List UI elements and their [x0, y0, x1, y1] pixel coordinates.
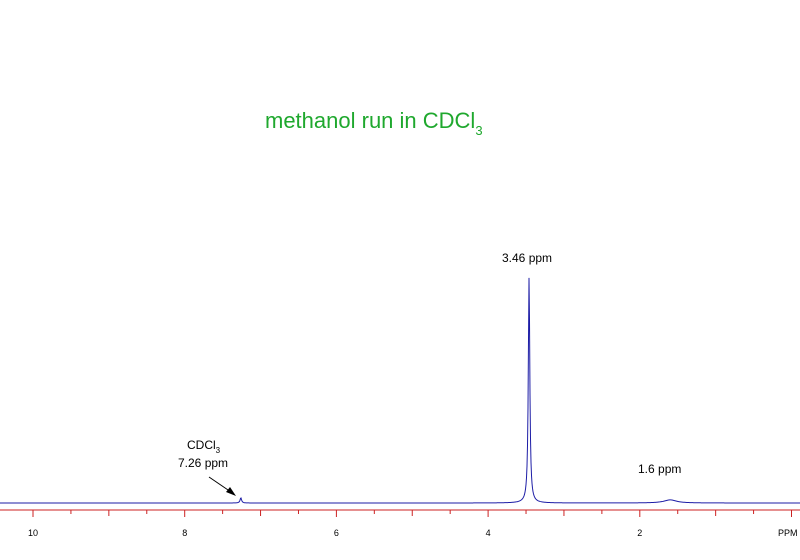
spectrum-trace	[0, 277, 800, 504]
solvent-name-label: CDCl3	[187, 438, 221, 455]
spectrum-line	[0, 277, 800, 504]
x-tick-label: 6	[334, 528, 339, 538]
x-tick-label: 10	[28, 528, 38, 538]
annotations: CDCl3 7.26 ppm 3.46 ppm 1.6 ppm	[178, 251, 681, 496]
solvent-name-main: CDCl	[187, 438, 216, 452]
solvent-arrow	[208, 476, 236, 496]
solvent-arrow-shaft	[208, 476, 232, 493]
solvent-arrow-head	[226, 487, 236, 496]
x-tick-label: 2	[637, 528, 642, 538]
x-axis-label: PPM	[778, 528, 798, 538]
solvent-shift-label: 7.26 ppm	[178, 456, 228, 470]
chart-title-subscript: 3	[475, 123, 482, 138]
methanol-oh-shift-label: 1.6 ppm	[638, 462, 681, 476]
chart-title-main: methanol run in CDCl	[265, 108, 475, 133]
chart-title: methanol run in CDCl3	[265, 108, 483, 138]
x-tick-label: 4	[486, 528, 491, 538]
x-tick-label: 8	[182, 528, 187, 538]
x-axis: 10 8 6 4 2 PPM	[0, 509, 800, 538]
solvent-name-subscript: 3	[216, 446, 221, 455]
methanol-ch3-shift-label: 3.46 ppm	[502, 251, 552, 265]
x-axis-tick-labels: 10 8 6 4 2	[28, 528, 642, 538]
x-axis-ticks	[32, 510, 792, 517]
